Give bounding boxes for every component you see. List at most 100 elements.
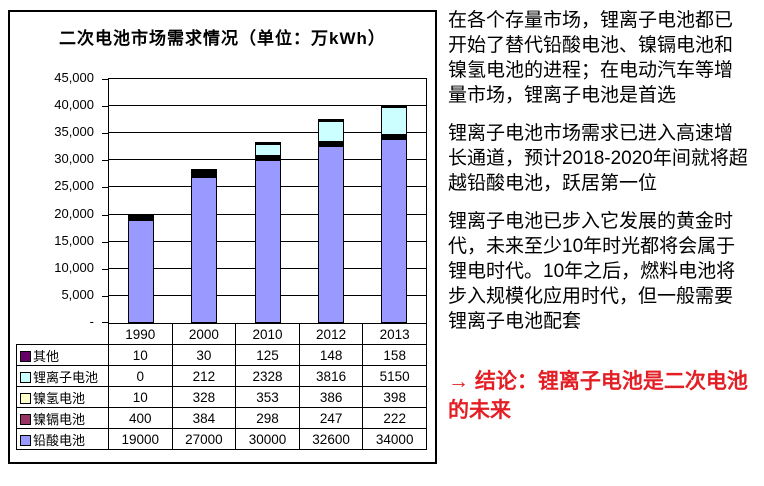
value-cell: 247 xyxy=(298,407,364,429)
bar-2012 xyxy=(317,119,344,323)
value-cell: 32600 xyxy=(298,428,364,450)
y-axis-label: 35,000 xyxy=(54,124,94,140)
value-cell: 19000 xyxy=(108,428,173,450)
value-cell: 30 xyxy=(171,344,237,366)
y-axis-label: - xyxy=(89,314,94,329)
axis-tick xyxy=(102,187,109,189)
bar-2010 xyxy=(254,141,281,323)
series-label-cell: 镍氢电池 xyxy=(16,386,109,408)
year-cell: 2012 xyxy=(298,323,364,345)
value-cell: 353 xyxy=(235,386,300,408)
legend-swatch-icon xyxy=(20,434,31,446)
series-label-cell: 铅酸电池 xyxy=(16,428,109,450)
table-row: 镍镉电池 400 384 298 247 222 xyxy=(16,407,427,429)
y-axis-label: 5,000 xyxy=(61,286,94,302)
legend-swatch-icon xyxy=(20,350,31,362)
bar-segment xyxy=(254,160,281,323)
value-cell: 3816 xyxy=(298,365,364,387)
bar-segment xyxy=(191,176,218,323)
y-axis-label: 25,000 xyxy=(54,178,94,194)
value-cell: 0 xyxy=(108,365,173,387)
value-cell: 10 xyxy=(108,386,173,408)
year-cell: 1990 xyxy=(108,323,173,345)
value-cell: 328 xyxy=(171,386,237,408)
value-cell: 158 xyxy=(362,344,427,366)
gridline xyxy=(109,132,426,134)
value-cell: 27000 xyxy=(171,428,237,450)
legend-swatch-icon xyxy=(20,371,31,383)
bar-segment xyxy=(127,215,154,218)
y-axis: 45,000 40,000 35,000 30,000 25,000 20,000 15,0… xyxy=(10,70,94,329)
year-cell: 2013 xyxy=(362,323,427,345)
bar-segment xyxy=(254,156,281,159)
y-axis-label: 40,000 xyxy=(54,97,94,113)
bar-segment xyxy=(317,144,344,147)
axis-tick xyxy=(102,160,109,162)
bar-segment xyxy=(254,143,281,157)
bar-segment xyxy=(381,136,408,139)
axis-tick xyxy=(102,106,109,108)
bar-1990 xyxy=(127,213,154,323)
bar-segment xyxy=(191,170,218,173)
value-cell: 398 xyxy=(362,386,427,408)
bar-segment xyxy=(381,104,408,107)
series-name: 锂离子电池 xyxy=(33,369,99,385)
bar-segment xyxy=(254,158,281,161)
note-paragraph-3: 锂离子电池已步入它发展的黄金时代，未来至少10年时光都将会属于锂电时代。10年之… xyxy=(448,211,736,332)
notes-column: 在各个存量市场，锂离子电池都已开始了替代铅酸电池、镍镉电池和镍氢电池的进程；在电… xyxy=(448,8,750,425)
value-cell: 148 xyxy=(298,344,364,366)
value-cell: 10 xyxy=(108,344,173,366)
axis-tick xyxy=(102,268,109,270)
data-table: 1990 2000 2010 2012 2013 其他 10 30 125 148 158 锂离子电池… xyxy=(16,323,427,450)
bar-segment xyxy=(317,121,344,143)
series-name: 镍镉电池 xyxy=(33,411,86,427)
chart-title: 二次电池市场需求情况（单位：万kWh） xyxy=(59,29,386,48)
legend-swatch-icon xyxy=(20,392,31,404)
series-label-cell: 其他 xyxy=(16,344,109,366)
y-axis-label: 30,000 xyxy=(54,151,94,167)
bar-segment xyxy=(317,142,344,145)
axis-tick xyxy=(102,295,109,297)
table-row: 铅酸电池 19000 27000 30000 32600 34000 xyxy=(16,428,427,450)
year-cell: 2000 xyxy=(171,323,237,345)
year-row: 1990 2000 2010 2012 2013 xyxy=(17,323,427,345)
series-name: 铅酸电池 xyxy=(33,432,86,448)
bar-segment xyxy=(191,172,218,175)
bar-segment xyxy=(191,174,218,177)
bar-segment xyxy=(317,119,344,122)
value-cell: 212 xyxy=(171,365,237,387)
series-name: 镍氢电池 xyxy=(33,390,86,406)
value-cell: 298 xyxy=(235,407,300,429)
bar-segment xyxy=(317,146,344,323)
axis-tick xyxy=(102,322,109,323)
series-label-cell: 锂离子电池 xyxy=(16,365,109,387)
bar-segment xyxy=(254,141,281,144)
bar-segment xyxy=(127,213,154,216)
axis-tick xyxy=(102,133,109,135)
bar-segment xyxy=(381,106,408,135)
bar-segment xyxy=(381,134,408,137)
bar-segment xyxy=(381,138,408,323)
corner-cell xyxy=(17,324,109,345)
bar-segment xyxy=(127,217,154,220)
value-cell: 400 xyxy=(108,407,173,429)
axis-tick xyxy=(102,214,109,216)
note-paragraph-1: 在各个存量市场，锂离子电池都已开始了替代铅酸电池、镍镉电池和镍氢电池的进程；在电… xyxy=(448,10,734,106)
axis-tick xyxy=(102,241,109,243)
y-axis-label: 45,000 xyxy=(54,70,94,85)
table-row: 其他 10 30 125 148 158 xyxy=(16,344,427,366)
value-cell: 5150 xyxy=(362,365,427,387)
value-cell: 222 xyxy=(362,407,427,429)
value-cell: 386 xyxy=(298,386,364,408)
axis-tick xyxy=(102,79,109,80)
value-cell: 30000 xyxy=(235,428,300,450)
value-cell: 34000 xyxy=(362,428,427,450)
value-cell: 384 xyxy=(171,407,237,429)
y-axis-label: 20,000 xyxy=(54,205,94,221)
series-name: 其他 xyxy=(33,348,60,364)
bar-segment xyxy=(191,168,218,171)
table-row: 镍氢电池 10 328 353 386 398 xyxy=(16,386,427,408)
legend-swatch-icon xyxy=(20,413,31,425)
bar-2000 xyxy=(191,168,218,323)
